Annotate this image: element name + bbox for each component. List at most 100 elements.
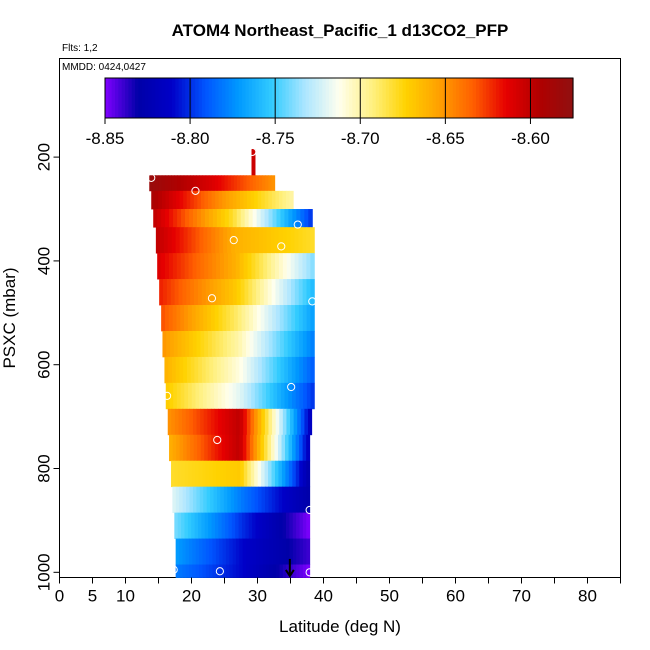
- heatmap-cell: [248, 209, 254, 228]
- heatmap-cell: [308, 209, 313, 228]
- x-axis-label: Latitude (deg N): [279, 617, 401, 636]
- heatmap-cell: [177, 512, 182, 539]
- heatmap-cell: [280, 382, 286, 410]
- colorbar-cell: [225, 78, 230, 118]
- heatmap-cell: [257, 190, 262, 210]
- heatmap-cell: [261, 330, 266, 358]
- heatmap-cell: [242, 227, 248, 254]
- heatmap-cell: [159, 279, 164, 306]
- heatmap-cell: [255, 175, 260, 192]
- heatmap-cell: [266, 564, 270, 578]
- heatmap-cell: [306, 512, 311, 539]
- heatmap-cell: [238, 512, 243, 539]
- heatmap-cell: [208, 209, 214, 228]
- heatmap-cell: [184, 512, 189, 539]
- colorbar-cell: [542, 78, 547, 118]
- heatmap-cell: [282, 253, 288, 280]
- y-axis-label: PSXC (mbar): [0, 267, 19, 368]
- heatmap-cell: [278, 227, 284, 254]
- heatmap-cell: [264, 305, 269, 332]
- heatmap-cell: [208, 175, 213, 192]
- heatmap-cell: [247, 486, 252, 514]
- colorbar-cell: [442, 78, 447, 118]
- colorbar-cell: [499, 78, 504, 118]
- heatmap-cell: [200, 190, 205, 210]
- heatmap-band: [164, 356, 315, 384]
- heatmap-cell: [299, 512, 304, 539]
- heatmap-cell: [228, 382, 234, 410]
- heatmap-cell: [282, 538, 287, 565]
- heatmap-cell: [306, 486, 311, 514]
- heatmap-cell: [184, 382, 189, 410]
- heatmap-cell: [239, 434, 244, 462]
- heatmap-cell: [290, 253, 296, 280]
- sample-point: [308, 297, 317, 306]
- colorbar-cell: [379, 78, 384, 118]
- colorbar-cell: [148, 78, 153, 118]
- heatmap-cell: [209, 564, 214, 578]
- sample-point: [287, 382, 296, 392]
- heatmap-cell: [218, 190, 223, 210]
- heatmap-cell: [216, 486, 221, 514]
- heatmap-cell: [299, 538, 304, 565]
- colorbar-cell: [365, 78, 370, 118]
- sample-point: [162, 391, 172, 400]
- colorbar-cell: [469, 78, 474, 118]
- heatmap-cell: [211, 227, 216, 254]
- colorbar-cell: [125, 78, 129, 118]
- heatmap-cell: [224, 209, 230, 228]
- colorbar-cell: [118, 78, 123, 118]
- heatmap-cell: [241, 512, 246, 539]
- heatmap-cell: [201, 356, 207, 384]
- heatmap-cell: [180, 253, 186, 280]
- heatmap-cell: [223, 253, 229, 280]
- heatmap-cell: [271, 175, 276, 192]
- heatmap-cell: [278, 253, 284, 280]
- heatmap-cell: [254, 382, 260, 410]
- sample-point: [207, 294, 217, 303]
- heatmap-cell: [192, 330, 198, 358]
- heatmap-cell: [238, 330, 243, 358]
- heatmap-cell: [235, 538, 240, 565]
- heatmap-cell: [257, 330, 262, 358]
- heatmap-cell: [222, 538, 227, 565]
- heatmap-cell: [272, 408, 277, 436]
- heatmap-cell: [269, 512, 273, 539]
- heatmap-cell: [276, 330, 281, 358]
- heatmap-cell: [215, 227, 220, 254]
- heatmap-cell: [229, 460, 234, 488]
- heatmap-cell: [282, 512, 287, 539]
- heatmap-cell: [302, 564, 307, 578]
- colorbar-cell: [432, 78, 437, 118]
- heatmap-cell: [214, 305, 220, 332]
- heatmap-band: [155, 227, 315, 254]
- heatmap-cell: [310, 227, 315, 254]
- heatmap-cell: [243, 382, 248, 410]
- heatmap-cell: [299, 382, 304, 410]
- colorbar-cell: [476, 78, 480, 118]
- heatmap-cell: [271, 253, 276, 280]
- heatmap-cell: [225, 190, 230, 210]
- colorbar-cell: [509, 78, 514, 118]
- heatmap-cell: [247, 190, 252, 210]
- heatmap-cell: [303, 382, 308, 410]
- heatmap-cell: [260, 305, 265, 332]
- heatmap-cell: [253, 434, 258, 462]
- colorbar-cell: [175, 78, 180, 118]
- heatmap-cell: [185, 564, 190, 578]
- heatmap-cell: [295, 330, 300, 358]
- heatmap-cell: [176, 253, 182, 280]
- heatmap-cell: [192, 538, 197, 565]
- heatmap-cell: [292, 486, 297, 514]
- heatmap-cell: [214, 408, 219, 436]
- heatmap-cell: [228, 434, 233, 462]
- heatmap-cell: [179, 356, 184, 384]
- heatmap-cell: [310, 305, 315, 332]
- heatmap-cell: [204, 512, 209, 539]
- heatmap-cell: [265, 382, 271, 410]
- heatmap-cell: [278, 190, 283, 210]
- heatmap-cell: [295, 486, 300, 514]
- heatmap-cell: [297, 408, 302, 436]
- heatmap-cell: [286, 564, 291, 578]
- heatmap-cell: [285, 512, 290, 539]
